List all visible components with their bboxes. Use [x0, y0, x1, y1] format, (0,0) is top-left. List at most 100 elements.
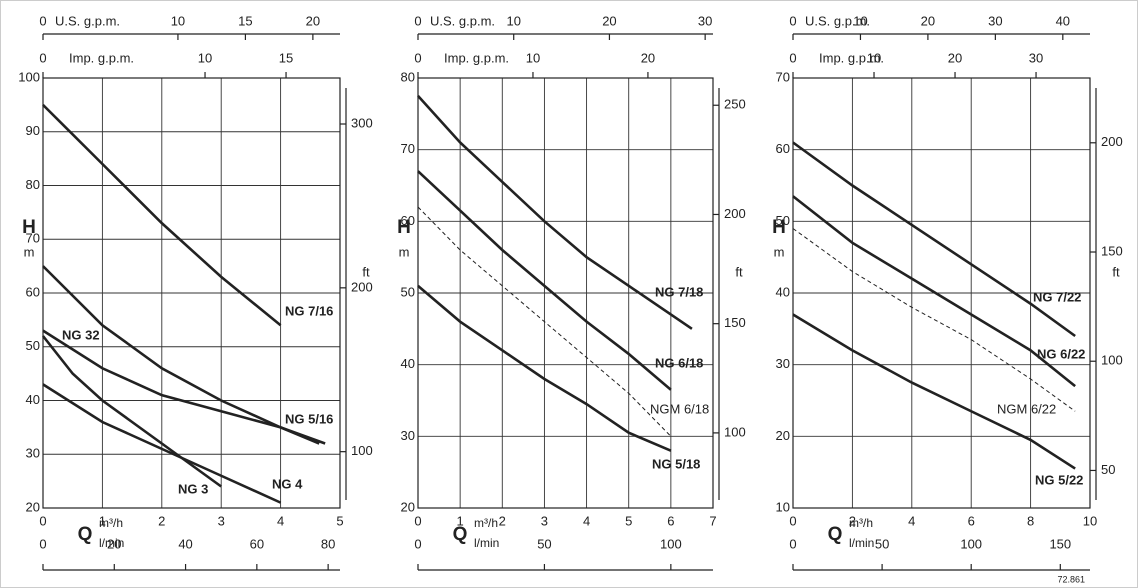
- curve: [41, 335, 222, 488]
- ft-label: ft: [1112, 264, 1120, 279]
- lmin-tick-label: 0: [414, 536, 421, 551]
- x-tick-label: 0: [414, 513, 421, 528]
- x-unit: m³/h: [849, 516, 873, 530]
- us-gpm-label: U.S. g.p.m.: [55, 13, 120, 28]
- imp-gpm-tick-label: 30: [1029, 50, 1043, 65]
- y-tick-label: 50: [401, 284, 415, 299]
- x-tick-label: 10: [1083, 513, 1097, 528]
- plot-border: [417, 77, 714, 509]
- us-gpm-label: U.S. g.p.m.: [430, 13, 495, 28]
- x-tick-label: 5: [336, 513, 343, 528]
- footnote: 72.861: [1057, 574, 1085, 584]
- x-tick-label: 4: [908, 513, 915, 528]
- ft-tick-label: 250: [724, 97, 746, 112]
- us-gpm-tick-label: 0: [789, 13, 796, 28]
- curve-label: NGM 6/22: [997, 401, 1056, 416]
- ft-tick-label: 300: [351, 115, 373, 130]
- ft-tick-label: 100: [724, 424, 746, 439]
- x-tick-label: 8: [1027, 513, 1034, 528]
- y-tick-label: 70: [26, 231, 40, 246]
- imp-gpm-label: Imp. g.p.m.: [69, 50, 134, 65]
- curve-label: NG 6/18: [655, 355, 703, 370]
- y-tick-label: 70: [776, 69, 790, 84]
- us-gpm-tick-label: 20: [306, 13, 320, 28]
- lmin-tick-label: 0: [789, 536, 796, 551]
- us-gpm-tick-label: 40: [1056, 13, 1070, 28]
- curve-label: NG 7/18: [655, 284, 703, 299]
- curve: [792, 313, 1076, 470]
- us-gpm-tick-label: 15: [238, 13, 252, 28]
- x-label: Q: [453, 524, 468, 545]
- plot-border: [42, 77, 341, 509]
- x-tick-label: 6: [667, 513, 674, 528]
- y-tick-label: 100: [18, 69, 40, 84]
- ft-label: ft: [362, 264, 370, 279]
- y-tick-label: 40: [401, 356, 415, 371]
- ft-tick-label: 100: [351, 443, 373, 458]
- y-tick-label: 60: [776, 141, 790, 156]
- curve-label: NG 32: [62, 327, 100, 342]
- y-tick-label: 30: [776, 356, 790, 371]
- curve-label: NG 7/16: [285, 303, 333, 318]
- ft-tick-label: 200: [351, 279, 373, 294]
- lmin-tick-label: 100: [960, 536, 982, 551]
- curve: [792, 141, 1076, 338]
- imp-gpm-tick-label: 0: [414, 50, 421, 65]
- y-label: H: [22, 217, 36, 238]
- x-tick-label: 1: [99, 513, 106, 528]
- curve-label: NG 3: [178, 481, 208, 496]
- us-gpm-tick-label: 10: [506, 13, 520, 28]
- curve: [417, 284, 672, 452]
- ft-label: ft: [735, 264, 743, 279]
- y-tick-label: 40: [776, 284, 790, 299]
- ft-tick-label: 150: [724, 315, 746, 330]
- us-gpm-tick-label: 0: [414, 13, 421, 28]
- curve-label: NG 5/16: [285, 411, 333, 426]
- curve: [42, 383, 282, 504]
- us-gpm-tick-label: 30: [698, 13, 712, 28]
- y-unit: m: [24, 244, 35, 259]
- us-gpm-tick-label: 0: [39, 13, 46, 28]
- lmin-label: l/min: [474, 536, 499, 550]
- y-unit: m: [774, 244, 785, 259]
- lmin-tick-label: 80: [321, 536, 335, 551]
- imp-gpm-tick-label: 0: [789, 50, 796, 65]
- us-gpm-tick-label: 20: [602, 13, 616, 28]
- x-tick-label: 2: [849, 513, 856, 528]
- curve-label: NG 4: [272, 476, 303, 491]
- x-tick-label: 0: [789, 513, 796, 528]
- x-label: Q: [78, 524, 93, 545]
- imp-gpm-tick-label: 10: [526, 50, 540, 65]
- lmin-label: l/min: [99, 536, 124, 550]
- y-tick-label: 90: [26, 123, 40, 138]
- curve-label: NG 6/22: [1037, 346, 1085, 361]
- lmin-tick-label: 150: [1049, 536, 1071, 551]
- imp-gpm-tick-label: 10: [198, 50, 212, 65]
- x-tick-label: 2: [158, 513, 165, 528]
- x-tick-label: 3: [218, 513, 225, 528]
- x-label: Q: [828, 524, 843, 545]
- ft-tick-label: 200: [724, 206, 746, 221]
- y-label: H: [772, 217, 786, 238]
- lmin-tick-label: 100: [660, 536, 682, 551]
- y-tick-label: 80: [26, 177, 40, 192]
- y-tick-label: 30: [401, 428, 415, 443]
- x-tick-label: 3: [541, 513, 548, 528]
- y-tick-label: 20: [776, 428, 790, 443]
- ft-tick-label: 50: [1101, 462, 1115, 477]
- imp-gpm-tick-label: 15: [279, 50, 293, 65]
- curve: [42, 329, 326, 445]
- curve-label: NG 5/22: [1035, 472, 1083, 487]
- x-unit: m³/h: [99, 516, 123, 530]
- y-unit: m: [399, 244, 410, 259]
- imp-gpm-tick-label: 20: [641, 50, 655, 65]
- plot-border: [792, 77, 1091, 509]
- ft-tick-label: 200: [1101, 134, 1123, 149]
- us-gpm-tick-label: 10: [853, 13, 867, 28]
- x-tick-label: 4: [583, 513, 590, 528]
- imp-gpm-tick-label: 20: [948, 50, 962, 65]
- lmin-tick-label: 60: [250, 536, 264, 551]
- y-label: H: [397, 217, 411, 238]
